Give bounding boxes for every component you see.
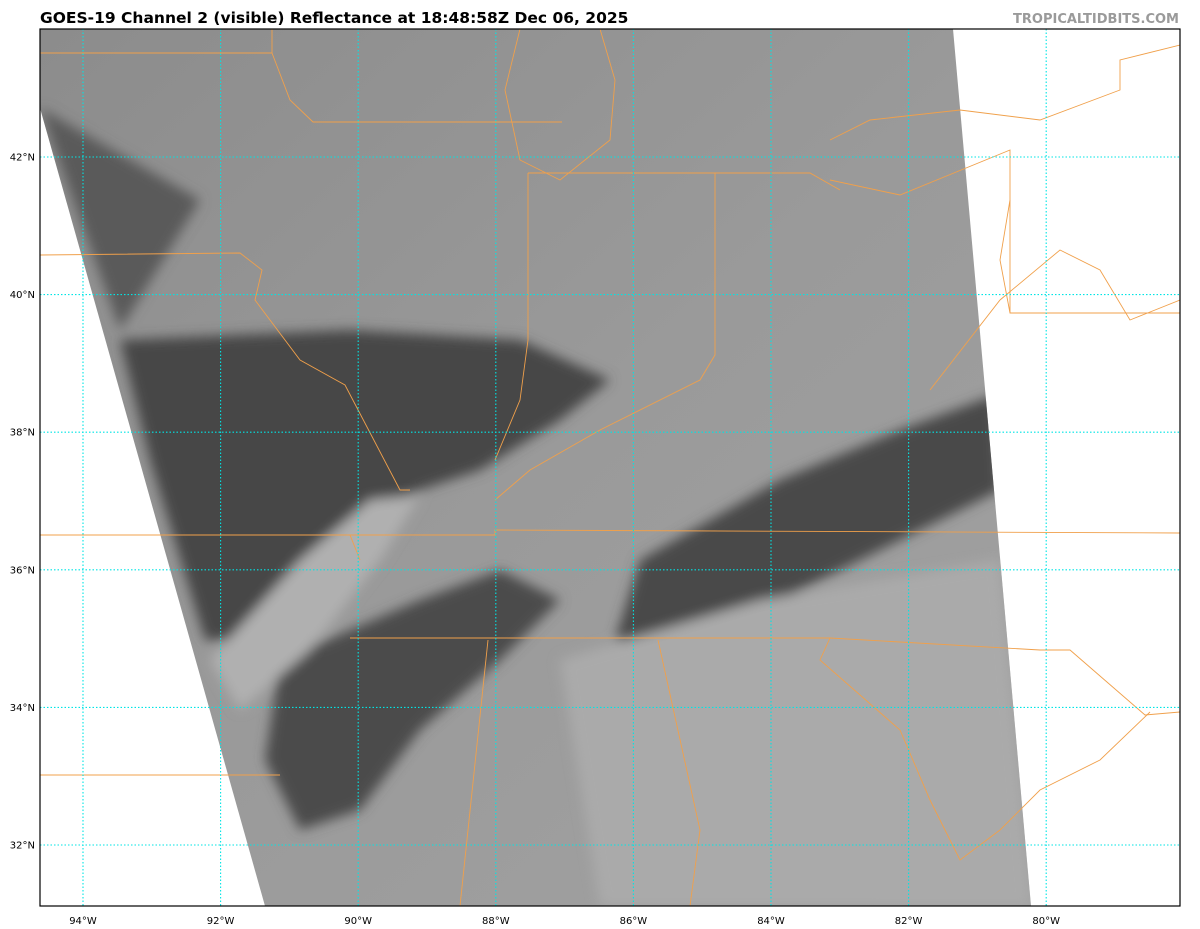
latitude-label: 34°N [10,703,35,714]
longitude-label: 80°W [1032,916,1060,927]
watermark: TROPICALTIDBITS.COM [1013,12,1179,27]
longitude-label: 88°W [482,916,510,927]
longitude-label: 90°W [344,916,372,927]
longitude-label: 94°W [69,916,97,927]
map-frame [39,28,1181,907]
graticule [40,29,1180,906]
clear-sky-region [40,108,200,330]
clear-sky-region [265,570,560,830]
satellite-swath [40,29,1031,906]
longitude-label: 84°W [757,916,785,927]
clear-sky-region [615,395,1000,640]
latitude-label: 38°N [10,428,35,439]
longitude-label: 82°W [895,916,923,927]
latitude-label: 40°N [10,290,35,301]
latitude-label: 32°N [10,841,35,852]
cloud-region [210,495,420,710]
latitude-label: 36°N [10,565,35,576]
map-title: GOES-19 Channel 2 (visible) Reflectance … [40,9,629,27]
clear-sky-region [120,330,610,640]
longitude-label: 86°W [620,916,648,927]
borders [40,29,1180,906]
latitude-label: 42°N [10,153,35,164]
cloud-region [560,560,1031,906]
longitude-label: 92°W [207,916,235,927]
